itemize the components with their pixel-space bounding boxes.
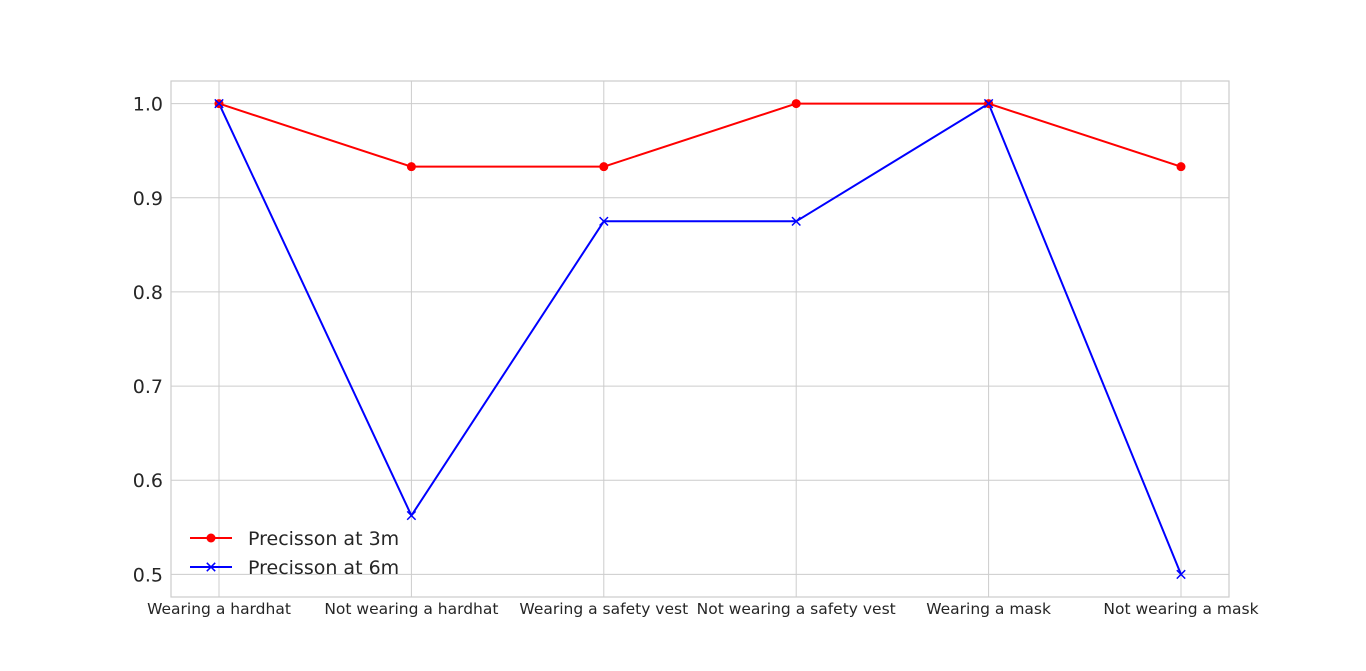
series-line-1 — [218, 102, 1182, 168]
x-tick-label: Wearing a mask — [926, 600, 1051, 618]
data-point-series-2 — [406, 510, 417, 521]
series-lines — [218, 102, 1182, 575]
data-point-series-2 — [983, 98, 994, 109]
data-point-series-1 — [791, 99, 801, 109]
y-tick-label: 0.9 — [133, 188, 163, 210]
data-point-series-1 — [406, 162, 416, 172]
series-markers — [214, 98, 1186, 580]
y-tick-label: 0.8 — [133, 282, 163, 304]
x-tick-label: Not wearing a mask — [1103, 600, 1258, 618]
data-point-series-2 — [214, 98, 224, 109]
series-line-2 — [218, 102, 1182, 575]
x-tick-label: Wearing a hardhat — [147, 600, 291, 618]
tick-labels: 0.5 0.6 0.7 0.8 0.9 1.0 Wearing a hardhat Not w… — [133, 94, 1259, 618]
legend-label-2: Precisson at 6m — [248, 557, 399, 579]
data-point-series-2 — [791, 216, 801, 227]
legend-marker-2 — [206, 562, 216, 572]
y-tick-label: 0.7 — [133, 376, 163, 398]
y-tick-label: 1.0 — [133, 94, 163, 116]
data-point-series-1 — [599, 162, 609, 172]
x-tick-label: Wearing a safety vest — [519, 600, 688, 618]
data-point-series-1 — [1176, 162, 1186, 172]
data-point-series-2 — [1176, 569, 1186, 580]
legend-marker-1 — [206, 533, 216, 543]
y-tick-label: 0.5 — [133, 564, 163, 586]
plot-area — [170, 80, 1230, 598]
legend-label-1: Precisson at 3m — [248, 528, 399, 550]
x-tick-label: Not wearing a hardhat — [324, 600, 498, 618]
data-point-series-2 — [599, 216, 609, 227]
y-tick-label: 0.6 — [133, 470, 163, 492]
x-tick-label: Not wearing a safety vest — [697, 600, 896, 618]
legend: Precisson at 3m Precisson at 6m — [190, 528, 399, 579]
